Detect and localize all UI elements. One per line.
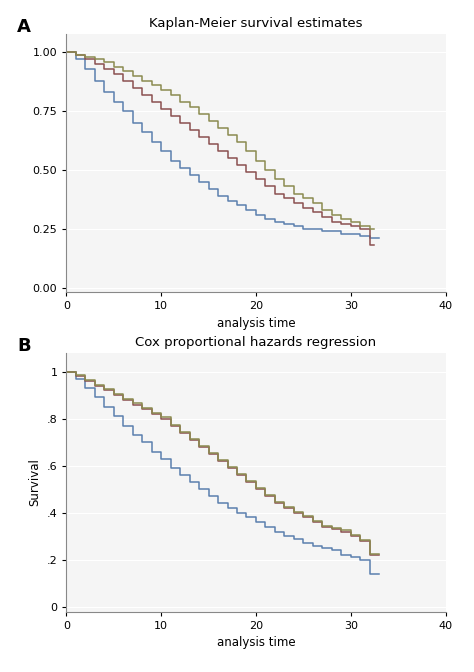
Legend: Tertile 1 (<173 mmol/day), Tertile 2 (173-229 mmol/day), Tertile 3 (230-491 mmol: Tertile 1 (<173 mmol/day), Tertile 2 (17… <box>155 354 356 409</box>
X-axis label: analysis time: analysis time <box>217 636 295 649</box>
Text: A: A <box>17 18 31 36</box>
Title: Kaplan-Meier survival estimates: Kaplan-Meier survival estimates <box>149 17 363 30</box>
Title: Cox proportional hazards regression: Cox proportional hazards regression <box>136 336 376 349</box>
Y-axis label: Survival: Survival <box>28 458 41 506</box>
X-axis label: analysis time: analysis time <box>217 317 295 330</box>
Text: B: B <box>17 337 31 355</box>
